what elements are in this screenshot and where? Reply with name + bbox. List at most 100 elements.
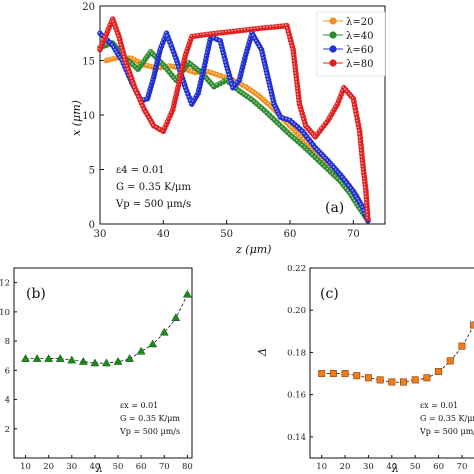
data-point-highlight	[291, 47, 294, 50]
data-point-highlight	[353, 199, 356, 202]
data-point-highlight	[126, 67, 129, 70]
data-point-highlight	[328, 161, 331, 164]
panel-b-fit-line	[25, 294, 188, 364]
panel-c-fit-line	[321, 323, 474, 383]
data-point-highlight	[218, 39, 221, 41]
data-point-highlight	[262, 108, 265, 111]
data-point-highlight	[288, 35, 291, 38]
data-point-highlight	[212, 71, 215, 74]
data-point-highlight	[276, 110, 279, 113]
data-point-highlight	[361, 168, 364, 171]
data-point-highlight	[309, 140, 312, 143]
data-point-highlight	[110, 57, 113, 59]
data-point-highlight	[148, 50, 151, 52]
data-point-highlight	[360, 155, 363, 158]
panel-c-param-2: Vp = 500 μm/s	[419, 427, 474, 436]
data-point-highlight	[364, 192, 367, 195]
x-tick-label: 10	[316, 462, 327, 472]
data-point-highlight	[322, 124, 324, 126]
a-x-tick-label: 60	[284, 229, 297, 240]
a-y-tick-label: 5	[89, 166, 95, 177]
data-point-highlight	[268, 87, 271, 90]
data-point-highlight	[262, 26, 265, 28]
x-tick-label: 10	[20, 462, 31, 472]
data-point-highlight	[261, 53, 264, 56]
data-point-highlight	[188, 99, 191, 101]
data-point-highlight	[265, 111, 268, 114]
data-point-highlight	[288, 118, 291, 121]
data-point-highlight	[194, 66, 197, 69]
data-point-highlight	[270, 116, 273, 118]
panel-a-param-2: Vp = 500 μm/s	[115, 199, 191, 210]
data-point-highlight	[304, 124, 306, 126]
data-point-highlight	[260, 50, 263, 53]
data-point-highlight	[278, 123, 280, 126]
a-x-tick-label: 40	[157, 229, 170, 240]
data-point	[102, 358, 111, 367]
panel-a-param-1: G = 0.35 K/μm	[116, 182, 192, 193]
data-point-highlight	[192, 64, 194, 67]
data-point-highlight	[365, 210, 368, 213]
data-point-highlight	[316, 158, 318, 161]
data-point-highlight	[299, 108, 302, 111]
data-point-highlight	[251, 90, 254, 92]
a-x-tick-label: 50	[220, 229, 233, 240]
data-point-highlight	[215, 37, 218, 40]
data-point-highlight	[108, 41, 111, 43]
data-point-highlight	[212, 31, 215, 34]
data-point-highlight	[215, 31, 218, 34]
data-point-highlight	[354, 110, 356, 112]
data-point-highlight	[305, 135, 307, 137]
data-point-highlight	[322, 154, 324, 157]
data-point-highlight	[340, 182, 343, 184]
panel-a-param-0: ε4 = 0.01	[116, 165, 165, 176]
data-point-highlight	[278, 24, 281, 27]
data-point-highlight	[306, 126, 308, 129]
x-tick-label: 20	[340, 462, 351, 472]
data-point-highlight	[281, 24, 284, 27]
data-point-highlight	[122, 55, 125, 58]
x-tick-label: 40	[89, 462, 100, 472]
data-point-highlight	[293, 63, 296, 65]
data-point-highlight	[151, 52, 153, 55]
data-point	[458, 342, 466, 350]
data-point-highlight	[247, 96, 250, 99]
data-point-highlight	[155, 126, 158, 128]
data-point-highlight	[121, 49, 124, 52]
data-point-highlight	[114, 26, 116, 28]
data-point	[55, 354, 65, 362]
data-point-highlight	[362, 177, 365, 180]
data-point-highlight	[133, 86, 135, 88]
data-point-highlight	[295, 125, 298, 128]
data-point-highlight	[326, 159, 329, 161]
data-point-highlight	[205, 69, 208, 72]
data-point-highlight	[330, 163, 333, 166]
data-point-highlight	[219, 42, 222, 45]
data-point-highlight	[270, 93, 273, 96]
data-point-highlight	[364, 195, 367, 198]
data-point	[159, 327, 169, 336]
panel-b-label: (b)	[26, 286, 46, 302]
data-point-highlight	[221, 30, 224, 33]
data-point-highlight	[362, 209, 365, 212]
data-point-highlight	[299, 135, 302, 138]
panel-c-label: (c)	[320, 286, 339, 302]
a-y-tick-label: 10	[82, 111, 95, 122]
data-point-highlight	[358, 136, 361, 138]
data-point-highlight	[342, 86, 344, 88]
data-point-highlight	[321, 163, 324, 165]
data-point-highlight	[302, 117, 305, 120]
data-point-highlight	[345, 181, 348, 184]
data-point-highlight	[167, 64, 170, 67]
data-point-highlight	[221, 48, 223, 51]
data-point-highlight	[183, 86, 186, 88]
data-point-highlight	[234, 29, 237, 32]
data-point-highlight	[295, 139, 298, 142]
data-point-highlight	[359, 149, 362, 152]
data-point-highlight	[257, 104, 260, 107]
data-point-highlight	[319, 126, 322, 129]
data-point	[423, 374, 431, 382]
data-point-highlight	[365, 207, 368, 210]
data-point	[171, 313, 181, 321]
